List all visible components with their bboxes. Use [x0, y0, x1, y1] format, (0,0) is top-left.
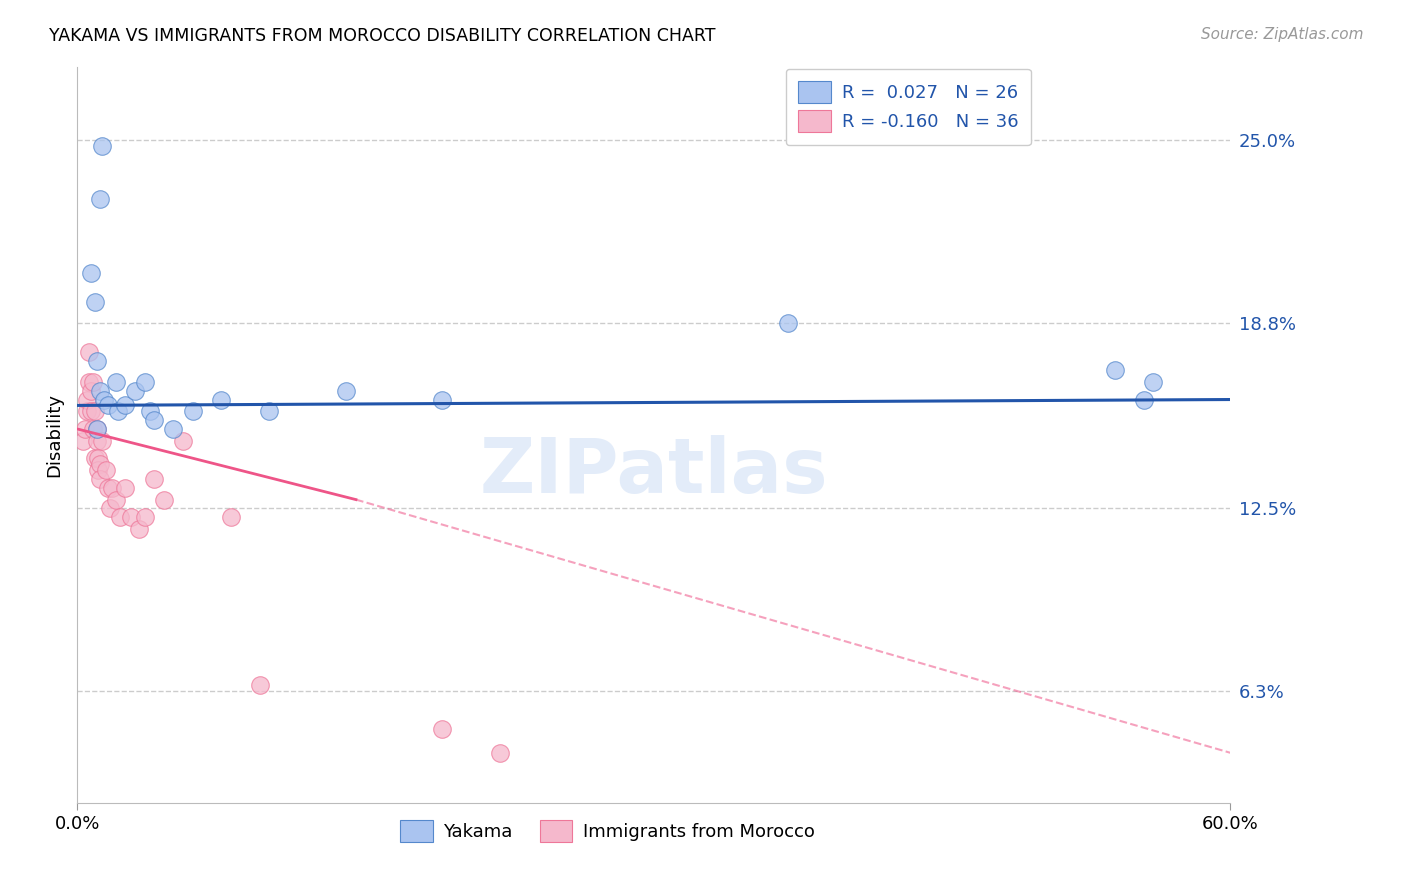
Point — [1142, 375, 1164, 389]
Point — [162, 422, 184, 436]
Point — [108, 510, 131, 524]
Point — [97, 481, 120, 495]
Point — [181, 404, 204, 418]
Text: Source: ZipAtlas.com: Source: ZipAtlas.com — [1201, 27, 1364, 42]
Point — [80, 404, 103, 418]
Point — [96, 463, 117, 477]
Point — [778, 316, 800, 330]
Point — [432, 723, 454, 737]
Legend: Yakama, Immigrants from Morocco: Yakama, Immigrants from Morocco — [392, 813, 823, 849]
Point — [76, 404, 98, 418]
Point — [80, 266, 103, 280]
Point — [80, 384, 103, 398]
Text: YAKAMA VS IMMIGRANTS FROM MOROCCO DISABILITY CORRELATION CHART: YAKAMA VS IMMIGRANTS FROM MOROCCO DISABI… — [49, 27, 716, 45]
Point — [259, 404, 281, 418]
Point — [134, 510, 156, 524]
Point — [249, 678, 271, 692]
Point — [89, 384, 111, 398]
Point — [77, 375, 100, 389]
Point — [72, 434, 94, 448]
Point — [120, 510, 142, 524]
Point — [107, 404, 129, 418]
Point — [114, 398, 136, 412]
Point — [87, 451, 110, 466]
Point — [143, 472, 166, 486]
Point — [143, 413, 166, 427]
Point — [139, 404, 162, 418]
Point — [86, 422, 108, 436]
Point — [153, 492, 174, 507]
Point — [89, 192, 111, 206]
Point — [83, 404, 105, 418]
Point — [86, 354, 108, 368]
Point — [89, 472, 111, 486]
Point — [101, 481, 124, 495]
Point — [124, 384, 146, 398]
Point — [134, 375, 156, 389]
Text: ZIPatlas: ZIPatlas — [479, 434, 828, 508]
Point — [432, 392, 454, 407]
Point — [89, 457, 111, 471]
Point — [76, 392, 98, 407]
Point — [82, 375, 104, 389]
Point — [83, 451, 105, 466]
Y-axis label: Disability: Disability — [45, 392, 63, 477]
Point — [114, 481, 136, 495]
Point — [104, 492, 127, 507]
Point — [82, 422, 104, 436]
Point — [86, 422, 108, 436]
Point — [91, 434, 114, 448]
Point — [98, 501, 121, 516]
Point — [86, 434, 108, 448]
Point — [91, 139, 114, 153]
Point — [172, 434, 194, 448]
Point — [93, 392, 115, 407]
Point — [73, 422, 96, 436]
Point — [97, 398, 120, 412]
Point — [1133, 392, 1156, 407]
Point — [83, 295, 105, 310]
Point — [87, 463, 110, 477]
Point — [211, 392, 233, 407]
Point — [335, 384, 357, 398]
Point — [489, 746, 512, 760]
Point — [104, 375, 127, 389]
Point — [1104, 363, 1126, 377]
Point — [219, 510, 242, 524]
Point — [128, 522, 150, 536]
Point — [77, 345, 100, 359]
